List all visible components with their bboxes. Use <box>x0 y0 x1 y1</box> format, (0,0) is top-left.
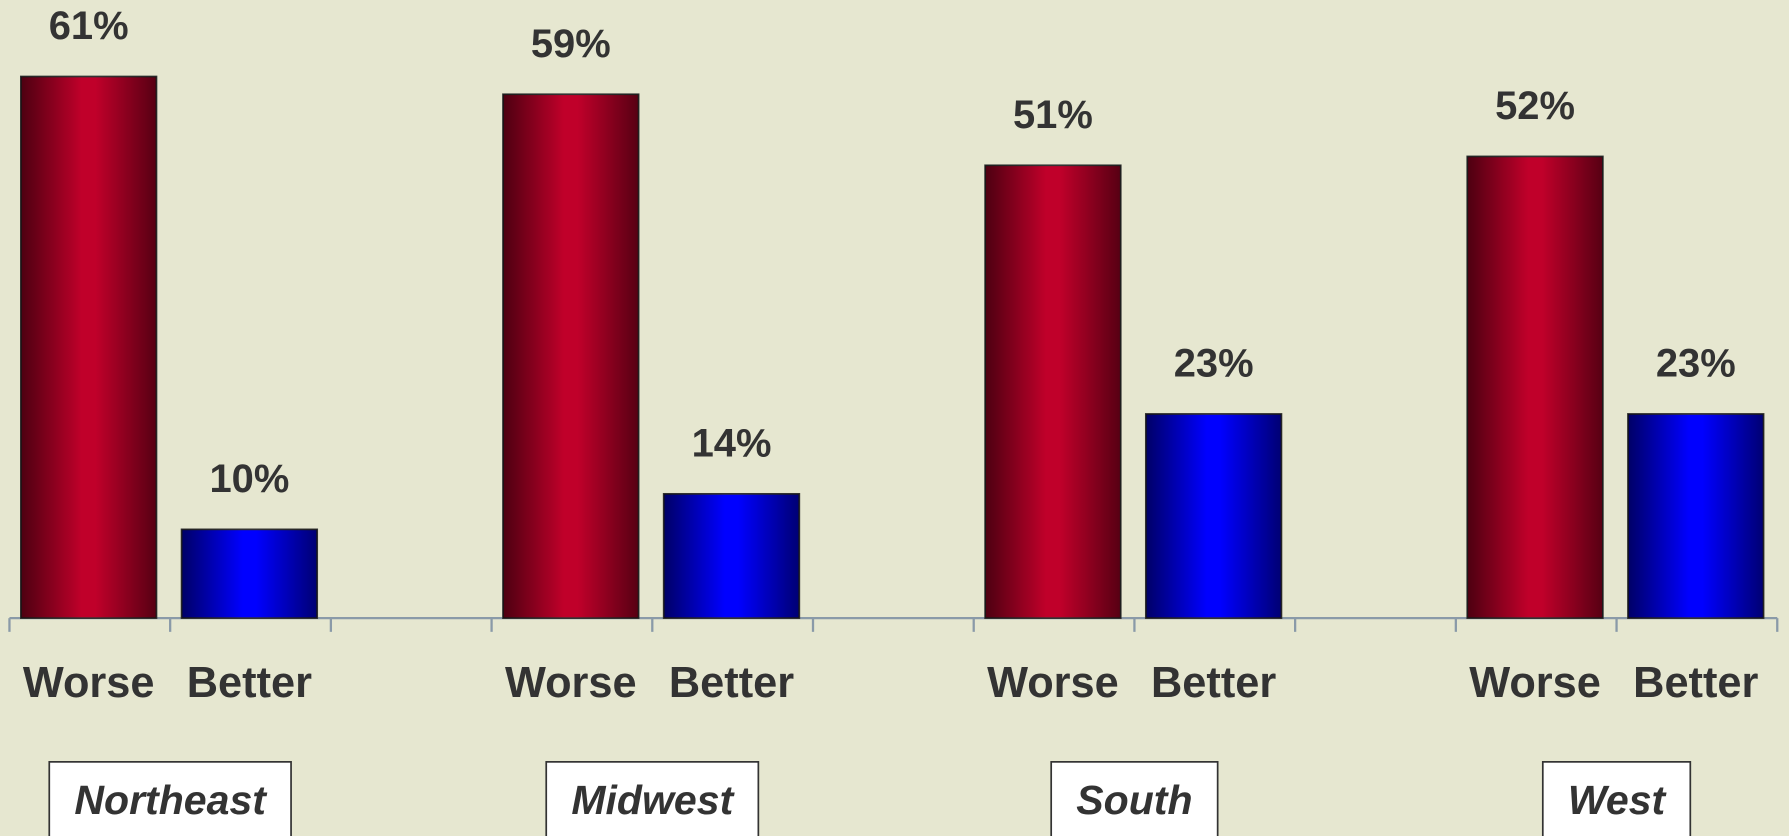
series-label: Worse <box>505 659 637 707</box>
value-label: 59% <box>531 22 611 66</box>
value-label: 14% <box>692 421 772 465</box>
region-box <box>1541 761 1692 836</box>
series-label: Worse <box>23 659 155 707</box>
series-label: Better <box>1633 659 1758 707</box>
region-box <box>545 761 760 836</box>
region-box <box>48 761 292 836</box>
bar-shading <box>663 493 800 619</box>
bar-shading <box>20 76 157 619</box>
bar-shading <box>1467 156 1603 619</box>
bar-shading <box>502 94 639 619</box>
series-label: Worse <box>987 659 1119 707</box>
region-label: South <box>1076 777 1192 823</box>
bar-shading <box>181 529 318 619</box>
series-label: Better <box>1151 659 1276 707</box>
bar-shading <box>1145 413 1282 619</box>
value-label: 61% <box>49 4 129 48</box>
value-label: 10% <box>209 457 289 501</box>
value-label: 51% <box>1013 93 1093 137</box>
bar-shading <box>985 165 1121 619</box>
value-label: 23% <box>1174 342 1254 386</box>
region-label: Midwest <box>571 777 735 823</box>
series-label: Better <box>187 659 312 707</box>
region-label: West <box>1568 777 1668 823</box>
bar-shading <box>1627 413 1764 619</box>
region-label: Northeast <box>74 777 268 823</box>
series-label: Better <box>669 659 794 707</box>
series-label: Worse <box>1469 659 1601 707</box>
value-label: 52% <box>1495 84 1575 128</box>
region-box <box>1050 761 1219 836</box>
value-label: 23% <box>1656 342 1736 386</box>
